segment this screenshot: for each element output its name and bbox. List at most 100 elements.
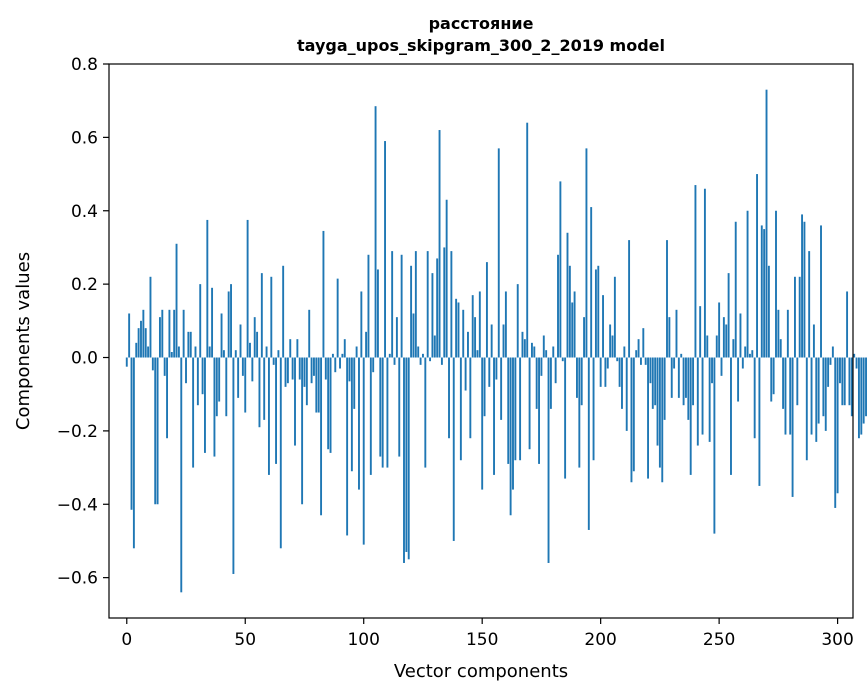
bar-component-149 (478, 291, 481, 358)
bar-component-182 (557, 254, 559, 358)
bar-component-6 (140, 320, 142, 358)
bar-component-169 (526, 122, 529, 358)
bar-component-158 (500, 357, 503, 420)
bar-component-250 (718, 302, 721, 358)
bar-component-165 (516, 284, 519, 358)
bar-component-196 (590, 207, 593, 358)
bar-component-68 (286, 357, 289, 384)
bar-component-279 (786, 309, 789, 358)
bar-component-263 (748, 353, 751, 358)
bar-component-90 (339, 357, 341, 369)
bar-component-23 (180, 357, 183, 593)
bar-component-56 (258, 357, 261, 428)
bar-component-159 (502, 324, 505, 358)
bar-component-60 (267, 357, 270, 475)
bar-component-237 (687, 357, 690, 420)
bar-component-81 (317, 357, 320, 413)
bar-component-16 (163, 357, 166, 376)
chart-title-line-1: расстояние (429, 14, 534, 33)
bar-component-282 (794, 276, 796, 358)
bar-component-213 (630, 357, 633, 483)
bar-component-222 (651, 357, 654, 409)
bar-component-258 (737, 357, 740, 402)
bar-component-183 (559, 181, 562, 358)
bar-component-308 (855, 357, 858, 369)
bar-component-184 (561, 357, 564, 362)
bar-component-154 (490, 324, 493, 358)
bar-component-210 (623, 346, 626, 358)
bar-component-126 (424, 357, 427, 468)
bar-component-272 (770, 357, 773, 402)
bar-component-234 (680, 353, 683, 358)
bar-component-205 (611, 335, 614, 358)
bar-component-288 (808, 251, 811, 358)
bar-component-98 (358, 357, 360, 490)
bar-component-82 (320, 357, 323, 516)
bar-component-75 (303, 357, 306, 387)
bar-component-307 (853, 353, 856, 358)
x-tick-label: 50 (234, 630, 256, 650)
bar-component-93 (346, 357, 349, 536)
bar-component-52 (249, 342, 251, 358)
bar-component-173 (535, 357, 538, 409)
bar-component-235 (682, 357, 685, 406)
bar-component-236 (685, 357, 687, 398)
bar-component-190 (576, 357, 578, 398)
bar-component-208 (618, 357, 621, 387)
bar-component-202 (604, 357, 607, 387)
bar-component-160 (504, 291, 507, 358)
bar-component-104 (372, 357, 375, 373)
bar-component-133 (440, 357, 443, 365)
bar-component-170 (528, 357, 531, 450)
bar-component-13 (156, 357, 159, 505)
bar-component-127 (426, 251, 429, 358)
bar-component-244 (703, 188, 706, 358)
bar-component-84 (324, 357, 327, 380)
bar-component-299 (834, 357, 837, 508)
bar-component-290 (812, 324, 815, 358)
x-tick-label: 100 (347, 630, 379, 650)
bar-component-209 (621, 357, 623, 409)
bar-component-247 (711, 357, 713, 384)
bar-component-192 (580, 357, 583, 406)
x-axis-label: Vector components (394, 661, 568, 682)
bar-component-48 (239, 324, 242, 358)
bar-component-54 (253, 317, 256, 358)
bar-component-85 (327, 357, 330, 450)
bar-component-77 (308, 309, 311, 358)
bar-component-215 (635, 350, 638, 358)
bar-component-231 (673, 357, 676, 369)
bar-component-112 (391, 251, 394, 358)
bar-component-38 (215, 357, 218, 417)
bar-component-41 (222, 350, 225, 358)
bar-component-174 (538, 357, 540, 464)
bar-component-100 (362, 357, 365, 545)
bar-component-24 (182, 309, 185, 358)
bar-component-125 (422, 353, 424, 358)
bar-component-95 (350, 357, 353, 472)
bar-component-29 (194, 346, 197, 358)
bar-component-291 (815, 357, 818, 442)
bar-component-255 (730, 357, 732, 475)
bar-component-89 (336, 278, 339, 358)
bar-component-43 (227, 291, 230, 358)
bar-component-276 (779, 339, 782, 358)
bar-component-42 (225, 357, 228, 417)
bar-component-300 (836, 357, 839, 494)
bar-component-283 (796, 357, 799, 406)
bar-component-134 (443, 247, 446, 358)
bar-component-191 (578, 357, 581, 468)
bar-component-10 (149, 276, 152, 358)
bar-component-148 (476, 350, 479, 358)
bar-component-261 (744, 346, 747, 358)
bar-component-284 (798, 276, 801, 358)
x-tick-label: 0 (121, 630, 132, 650)
bar-component-294 (822, 357, 825, 417)
bar-component-21 (175, 243, 178, 358)
bar-component-44 (230, 284, 232, 358)
bar-component-121 (412, 313, 415, 358)
bar-component-76 (305, 357, 308, 406)
bar-component-267 (758, 357, 761, 486)
bar-component-188 (571, 302, 574, 358)
bar-component-35 (208, 346, 211, 358)
